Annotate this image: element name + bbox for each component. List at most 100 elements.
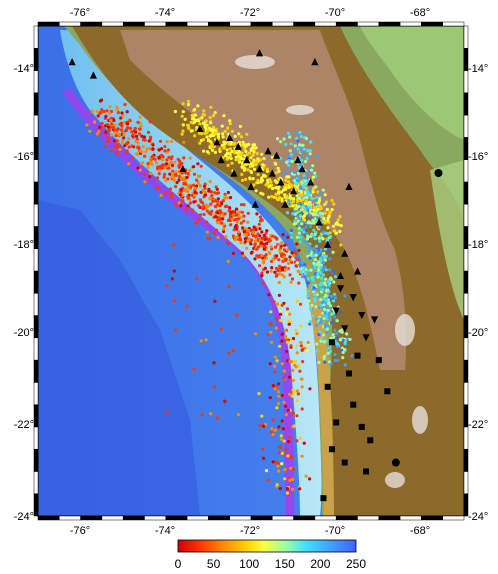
frame-ticks [33, 21, 469, 521]
earthquake-point [302, 204, 306, 208]
earthquake-point [334, 275, 338, 279]
earthquake-point [315, 342, 319, 346]
land-andes [72, 26, 464, 516]
earthquake-point [232, 142, 236, 146]
earthquake-point [274, 274, 278, 278]
earthquake-point [334, 222, 338, 226]
earthquake-point [296, 147, 300, 151]
earthquake-point [123, 103, 127, 107]
colorbar-gradient [177, 539, 357, 553]
earthquake-point [186, 99, 191, 103]
earthquake-point [268, 184, 272, 188]
earthquake-point [158, 165, 162, 169]
earthquake-point [250, 250, 254, 254]
earthquake-point [330, 199, 334, 203]
frame-tick-segment [33, 248, 39, 272]
earthquake-point [208, 179, 212, 184]
frame-tick-segment [33, 181, 39, 205]
earthquake-point [326, 232, 330, 236]
earthquake-point [338, 229, 342, 233]
earthquake-point [289, 344, 293, 348]
earthquake-point [285, 248, 290, 252]
earthquake-point [277, 394, 281, 398]
earthquake-point [228, 147, 232, 151]
earthquake-point [287, 375, 292, 379]
earthquake-point [277, 425, 281, 429]
earthquake-point [233, 235, 237, 239]
earthquake-point [200, 132, 204, 136]
earthquake-point [321, 311, 325, 315]
earthquake-point [323, 258, 327, 262]
earthquake-point [299, 344, 303, 348]
land-altiplano [120, 30, 407, 370]
earthquake-point [288, 202, 292, 206]
earthquake-point [284, 404, 288, 408]
earthquake-point [204, 203, 208, 207]
earthquake-point [310, 314, 315, 318]
earthquake-point [220, 124, 224, 128]
earthquake-point [99, 110, 103, 114]
earthquake-point [293, 144, 297, 148]
frame-tick-segment [33, 70, 39, 94]
earthquake-point [106, 139, 110, 143]
earthquake-point [300, 150, 304, 154]
earthquake-point [182, 156, 186, 160]
earthquake-point [314, 284, 318, 288]
earthquake-point [315, 196, 319, 200]
earthquake-point [259, 241, 264, 245]
frame-tick-segment [186, 515, 209, 521]
earthquake-point [225, 204, 229, 208]
earthquake-point [321, 230, 325, 234]
earthquake-point [319, 276, 324, 280]
earthquake-point [209, 121, 213, 125]
earthquake-point [288, 273, 292, 277]
earthquake-point [253, 257, 257, 261]
city-marker [434, 169, 443, 177]
frame-tick-segment [399, 21, 422, 27]
earthquake-point [169, 195, 173, 199]
earthquake-point [282, 188, 286, 192]
site-marker [328, 339, 335, 346]
earthquake-point [214, 228, 219, 232]
earthquake-point [164, 179, 168, 183]
earthquake-point [223, 196, 227, 200]
earthquake-point [272, 300, 276, 304]
earthquake-point [343, 348, 347, 352]
earthquake-point [282, 400, 286, 404]
earthquake-point [294, 264, 299, 268]
earthquake-point [280, 303, 284, 307]
city-marker [391, 458, 400, 467]
earthquake-point [255, 247, 259, 251]
earthquake-point [290, 159, 294, 163]
colorbar-tick: 200 [310, 557, 330, 571]
earthquake-point [254, 189, 258, 193]
earthquake-point [230, 149, 234, 154]
earthquake-point [261, 261, 266, 265]
earthquake-point [282, 248, 286, 252]
earthquake-point [308, 256, 312, 260]
earthquake-point [304, 159, 308, 164]
earthquake-point [291, 368, 295, 372]
earthquake-point [315, 219, 319, 223]
earthquake-point [326, 308, 330, 312]
volcano-marker [264, 147, 272, 155]
earthquake-point [289, 280, 293, 284]
earthquake-point [180, 132, 184, 136]
earthquake-point [283, 243, 287, 247]
earthquake-point [258, 215, 262, 219]
continental-shelf [60, 30, 322, 516]
earthquake-point [151, 143, 155, 147]
earthquake-point [318, 191, 322, 195]
station-marker [362, 334, 370, 342]
earthquake-point [278, 272, 282, 276]
earthquake-point [254, 228, 258, 232]
earthquake-point [304, 186, 308, 190]
earthquake-point [320, 288, 325, 292]
earthquake-point [268, 362, 272, 366]
earthquake-point [313, 203, 317, 207]
earthquake-point [241, 143, 245, 147]
earthquake-point [239, 221, 243, 225]
earthquake-point [183, 117, 187, 121]
earthquake-point [295, 207, 299, 211]
earthquake-point [333, 358, 337, 362]
